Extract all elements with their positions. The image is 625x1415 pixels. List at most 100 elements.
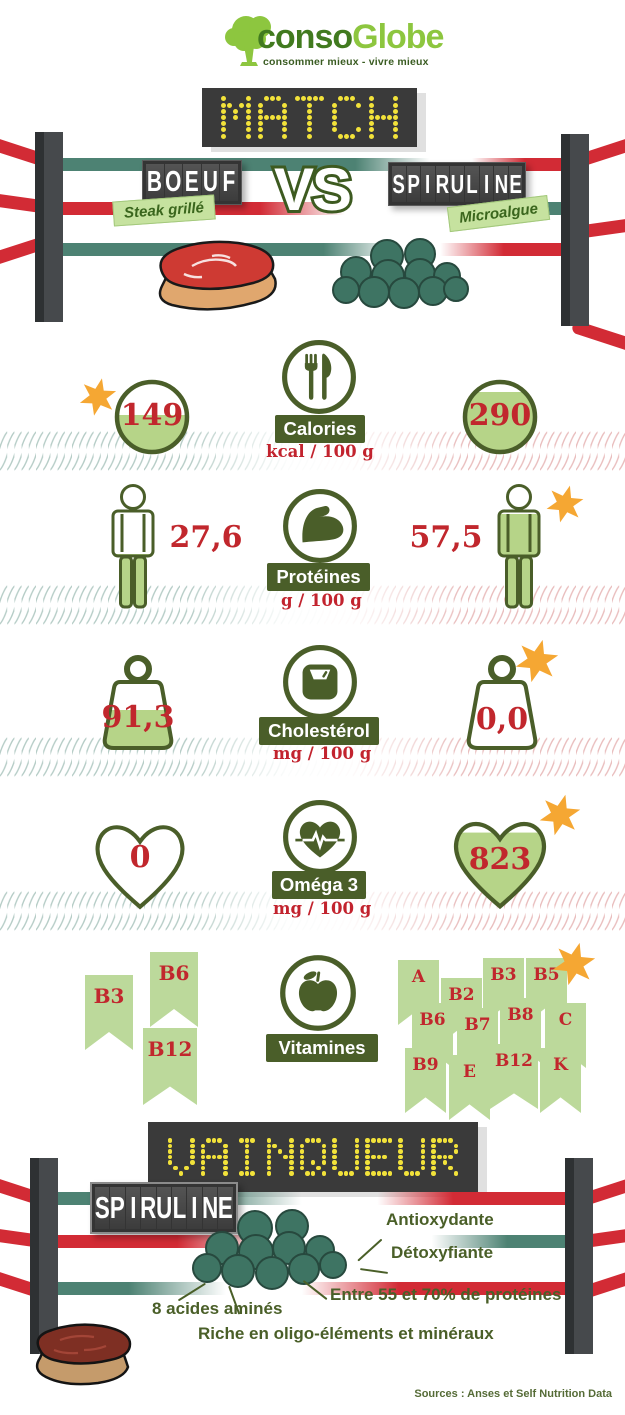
sources-credit: Sources : Anses et Self Nutrition Data	[414, 1388, 612, 1400]
led-letter	[257, 96, 288, 139]
vitamin-pennant: B9	[405, 1048, 446, 1113]
letter-cell: S	[392, 166, 406, 202]
led-letter	[233, 1137, 261, 1177]
winner-star-icon	[79, 378, 117, 416]
letter-cell: O	[164, 164, 182, 201]
omega3-label: Oméga 3	[272, 871, 366, 899]
spirulina-tablets-illustration	[332, 238, 469, 309]
logo-conso: conso	[257, 18, 353, 56]
winner-star-icon	[552, 942, 596, 986]
led-letter	[294, 96, 325, 139]
cholesterol-weight-left	[102, 655, 174, 750]
omega3-right-value: 823	[468, 842, 532, 877]
calories-unit: kcal / 100 g	[266, 442, 374, 461]
letter-cell: I	[479, 166, 494, 202]
match-led-sign	[202, 88, 417, 147]
letter-cell: S	[95, 1187, 110, 1229]
letter-cell: I	[125, 1187, 141, 1229]
letter-cell: E	[183, 164, 201, 201]
led-letter	[331, 96, 362, 139]
omega3-unit: mg / 100 g	[273, 899, 372, 918]
letter-cell: U	[201, 164, 219, 201]
protein-right-value: 57,5	[409, 520, 483, 555]
led-letter	[299, 1137, 327, 1177]
letter-cell: E	[508, 166, 523, 202]
letter-cell: N	[494, 166, 508, 202]
led-letter	[167, 1137, 195, 1177]
letter-cell: I	[187, 1187, 202, 1229]
ring-post-right	[561, 134, 589, 326]
led-letter	[220, 96, 251, 139]
connector-line	[359, 1268, 389, 1275]
letter-cell: P	[406, 166, 421, 202]
cholesterol-right-value: 0,0	[475, 702, 529, 737]
winner-star-icon	[515, 639, 559, 683]
benefit-oligo-elements: Riche en oligo-éléments et minéraux	[198, 1324, 494, 1343]
calories-gauge-left	[114, 379, 190, 455]
vitamin-pennant: B3	[85, 975, 133, 1050]
protein-left-value: 27,6	[169, 520, 243, 555]
defeated-steak-illustration	[35, 1323, 132, 1386]
spirulina-tablets-illustration	[192, 1209, 347, 1290]
calories-right-value: 290	[468, 398, 532, 433]
vitamin-pennant: B6	[150, 952, 198, 1027]
vs-badge: VS	[271, 153, 355, 226]
led-letter	[365, 1137, 393, 1177]
letter-cell: R	[140, 1187, 156, 1229]
ring-rope	[48, 243, 578, 256]
led-letter	[200, 1137, 228, 1177]
benefit-acides-amines: 8 acides aminés	[152, 1299, 283, 1318]
letter-cell: B	[146, 164, 164, 201]
benefit-antioxydante: Antioxydante	[386, 1210, 494, 1229]
calories-left-value: 149	[120, 398, 184, 433]
protein-person-left	[111, 484, 155, 609]
logo-tagline: consommer mieux - vivre mieux	[263, 56, 429, 68]
vitamin-pennant: B12	[143, 1028, 197, 1105]
svg-text:VS: VS	[274, 156, 350, 223]
letter-cell: R	[435, 166, 450, 202]
cholesterol-left-value: 91,3	[101, 700, 175, 735]
protein-person-right	[497, 484, 541, 609]
winner-star-icon	[546, 485, 584, 523]
calories-gauge-right	[462, 379, 538, 455]
benefit-proteines: Entre 55 et 70% de protéines	[330, 1285, 562, 1304]
cholesterol-label: Cholestérol	[259, 717, 379, 745]
scale-icon	[283, 645, 357, 719]
benefit-detoxyfiante: Détoxyfiante	[391, 1243, 494, 1262]
ring-post-right	[565, 1158, 593, 1354]
vitamin-pennant: E	[449, 1055, 490, 1120]
omega3-heart-right	[453, 822, 547, 910]
protein-unit: g / 100 g	[281, 591, 362, 610]
letter-cell: P	[110, 1187, 125, 1229]
cholesterol-unit: mg / 100 g	[273, 744, 372, 763]
letter-cell: I	[421, 166, 435, 202]
cholesterol-weight-right	[466, 655, 538, 750]
letter-cell: U	[156, 1187, 172, 1229]
led-letter	[368, 96, 399, 139]
fork-knife-icon	[282, 340, 356, 414]
letter-cell: L	[464, 166, 479, 202]
ring-post-left	[35, 132, 63, 322]
consoglobe-logo: consoGlobe	[257, 18, 444, 57]
ring-post-left	[30, 1158, 58, 1354]
letter-cell: L	[171, 1187, 187, 1229]
vitamin-pennant: K	[540, 1048, 581, 1113]
apple-icon	[280, 955, 356, 1031]
omega3-heart-left	[95, 825, 185, 910]
led-letter	[266, 1137, 294, 1177]
led-letter	[398, 1137, 426, 1177]
logo-globe: Globe	[352, 18, 444, 56]
letter-cell: F	[220, 164, 238, 201]
vainqueur-led-sign	[148, 1122, 478, 1192]
steak-illustration	[158, 240, 277, 311]
vitamin-pennant: B12	[490, 1044, 538, 1109]
calories-label: Calories	[275, 415, 365, 443]
heart-pulse-icon	[283, 800, 357, 874]
consoglobe-tree-icon	[225, 16, 271, 66]
winner-star-icon	[539, 794, 581, 836]
led-letter	[431, 1137, 459, 1177]
